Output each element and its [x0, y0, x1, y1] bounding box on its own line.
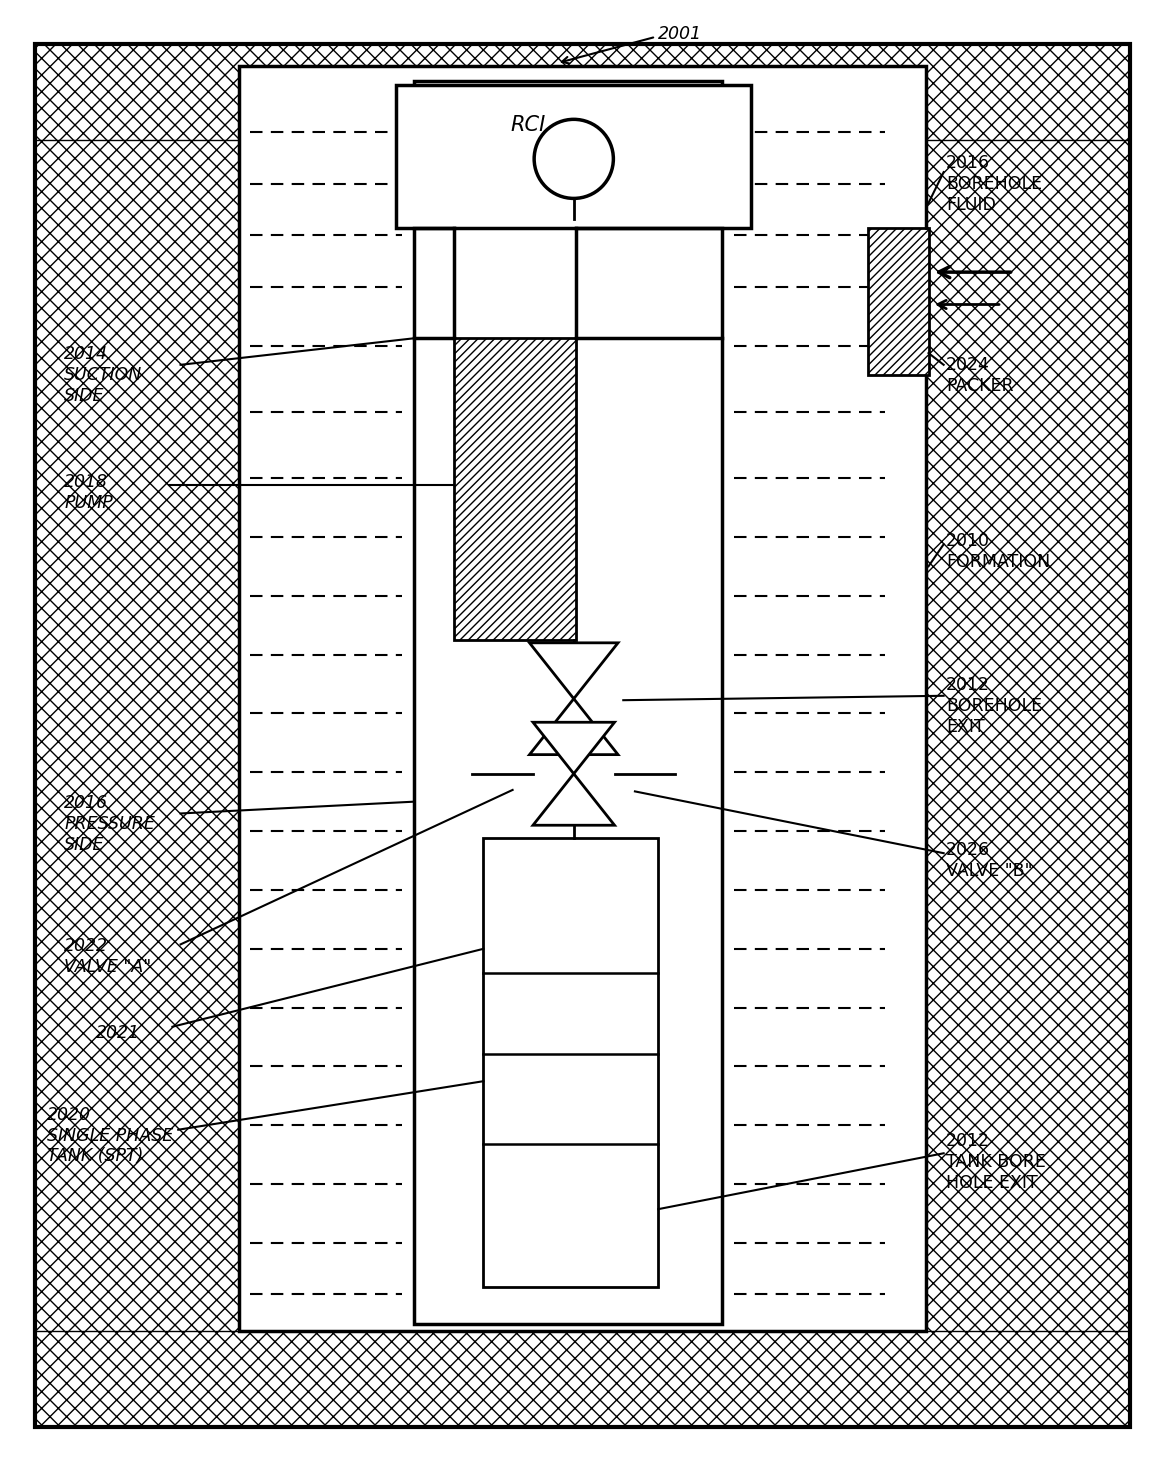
Text: 2012
BOREHOLE
EXIT: 2012 BOREHOLE EXIT — [946, 677, 1043, 736]
Text: 2020
SINGLE PHASE
TANK (SPT): 2020 SINGLE PHASE TANK (SPT) — [47, 1106, 172, 1165]
Polygon shape — [529, 643, 617, 699]
Bar — [483, 838, 658, 1287]
Text: RCI: RCI — [510, 115, 545, 135]
Text: 2018
PUMP: 2018 PUMP — [64, 474, 113, 512]
Text: 2001: 2001 — [658, 25, 702, 43]
Bar — [239, 66, 926, 1331]
Bar — [396, 85, 751, 228]
Polygon shape — [529, 699, 617, 755]
Bar — [414, 81, 722, 1324]
Bar — [35, 44, 1130, 140]
Bar — [35, 1331, 1130, 1427]
Text: 2024
PACKER: 2024 PACKER — [946, 356, 1014, 394]
Text: 2016
BOREHOLE
FLUID: 2016 BOREHOLE FLUID — [946, 154, 1043, 213]
Text: 2010
FORMATION: 2010 FORMATION — [946, 533, 1050, 571]
Text: 2022
VALVE "A": 2022 VALVE "A" — [64, 937, 151, 975]
Text: 2026
VALVE "B": 2026 VALVE "B" — [946, 841, 1032, 880]
Bar — [454, 338, 576, 640]
Text: 2016
PRESSURE
SIDE: 2016 PRESSURE SIDE — [64, 794, 155, 853]
Bar — [868, 228, 929, 375]
Polygon shape — [534, 774, 614, 825]
Text: 2012
TANK BORE
HOLE EXIT: 2012 TANK BORE HOLE EXIT — [946, 1133, 1046, 1192]
Text: 2021: 2021 — [96, 1024, 140, 1041]
Text: 2014
SUCTION
SIDE: 2014 SUCTION SIDE — [64, 346, 142, 405]
Bar — [926, 44, 1130, 1427]
Bar — [35, 44, 239, 1427]
Polygon shape — [534, 722, 614, 774]
